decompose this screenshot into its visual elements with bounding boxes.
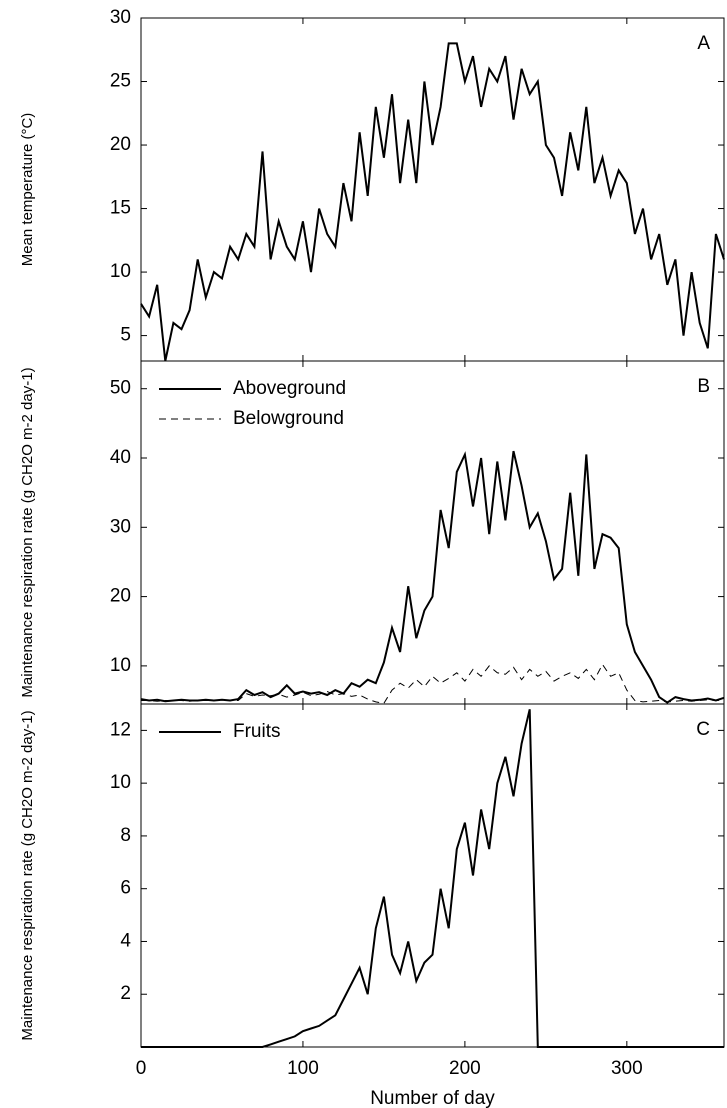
- plot-frame: [140, 360, 725, 705]
- y-axis-label: Maintenance respiration rate (g CH2O m-2…: [19, 367, 36, 697]
- y-tick-label: 15: [110, 198, 131, 219]
- data-line: [141, 709, 724, 1048]
- legend-label: Fruits: [233, 721, 281, 742]
- legend-label: Aboveground: [233, 378, 346, 399]
- plot-frame: [140, 17, 725, 362]
- y-tick-label: 30: [110, 516, 131, 537]
- data-line: [141, 663, 724, 704]
- y-tick-label: 6: [120, 878, 131, 899]
- y-tick-label: 20: [110, 586, 131, 607]
- y-tick-label: 20: [110, 134, 131, 155]
- y-axis-label: Mean temperature (°C): [19, 113, 36, 267]
- y-tick-label: 2: [120, 983, 131, 1004]
- x-tick-label: 200: [449, 1058, 481, 1079]
- x-axis-label: Number of day: [370, 1088, 495, 1108]
- y-tick-label: 10: [110, 655, 131, 676]
- y-tick-label: 10: [110, 772, 131, 793]
- y-tick-label: 12: [110, 719, 131, 740]
- legend-label: Belowground: [233, 408, 344, 429]
- x-tick-label: 300: [611, 1058, 643, 1079]
- data-line: [140, 42, 725, 362]
- data-line: [140, 450, 725, 704]
- plot-frame: [140, 703, 725, 1048]
- x-tick-label: 0: [136, 1058, 147, 1079]
- panel-label: A: [697, 33, 710, 54]
- y-tick-label: 8: [120, 825, 131, 846]
- y-tick-label: 50: [110, 378, 131, 399]
- panel-label: B: [697, 376, 710, 397]
- y-tick-label: 4: [120, 930, 131, 951]
- y-tick-label: 30: [110, 7, 131, 28]
- y-tick-label: 40: [110, 447, 131, 468]
- y-tick-label: 25: [110, 71, 131, 92]
- y-axis-label: Maintenance respiration rate (g CH2O m-2…: [19, 710, 36, 1040]
- y-tick-label: 5: [120, 325, 131, 346]
- x-tick-label: 100: [287, 1058, 319, 1079]
- y-tick-label: 10: [110, 261, 131, 282]
- panel-label: C: [696, 719, 710, 740]
